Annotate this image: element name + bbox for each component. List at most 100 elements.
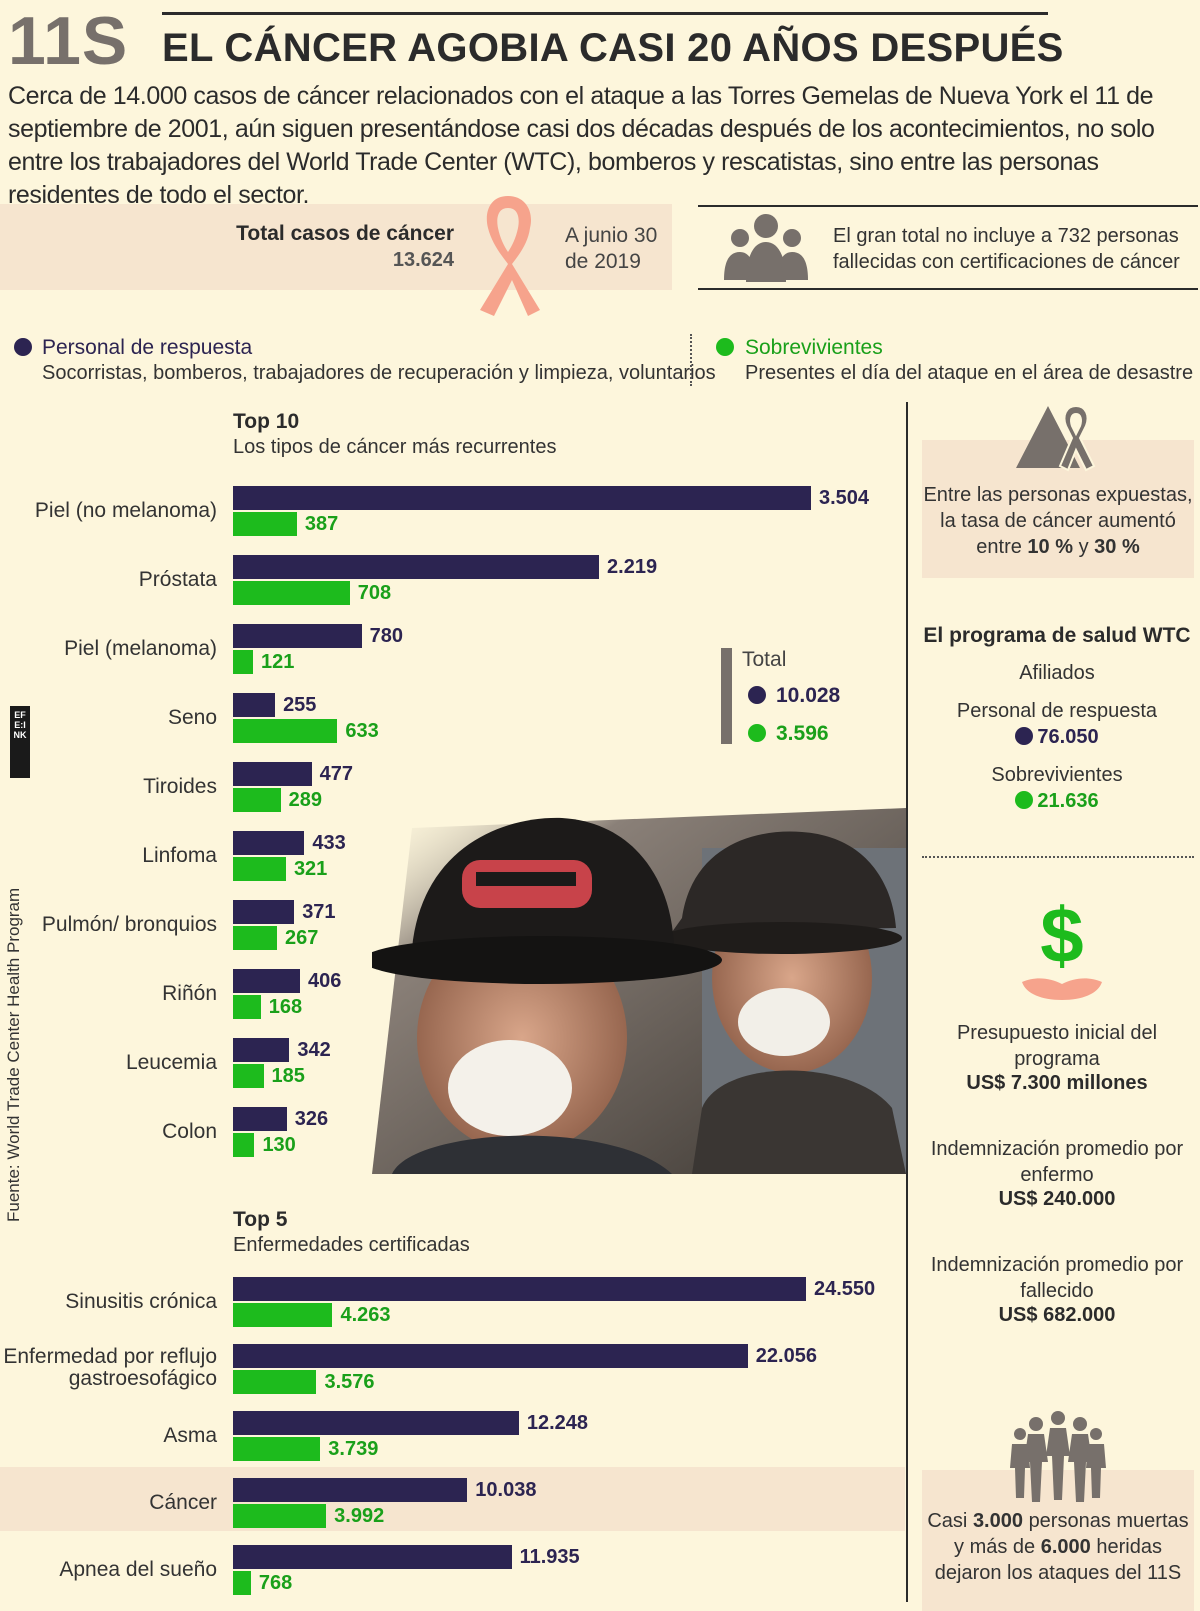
category-label: Próstata <box>138 568 217 591</box>
sidebar-divider <box>906 402 908 1602</box>
legend-survivors-desc: Presentes el día del ataque en el área d… <box>745 362 1194 384</box>
value-label-responders: 11.935 <box>519 1546 580 1568</box>
victims-hurt: 6.000 <box>1040 1536 1091 1558</box>
totals-survivors-dot <box>748 724 766 742</box>
logo-text: EFE:INK <box>13 710 27 740</box>
program-responders-label: Personal de respuesta <box>956 700 1158 722</box>
bar-survivors <box>233 995 261 1019</box>
program-survivors-label: Sobrevivientes <box>991 764 1123 786</box>
value-label-responders: 477 <box>319 763 354 785</box>
program-survivors-value: 21.636 <box>1037 790 1099 812</box>
value-label-survivors: 4.263 <box>340 1304 391 1326</box>
value-label-responders: 406 <box>307 970 342 992</box>
program-title: El programa de salud WTC <box>923 624 1191 647</box>
program-responders-value: 76.050 <box>1037 726 1099 748</box>
value-label-responders: 3.504 <box>819 487 870 509</box>
category-label: Pulmón/ bronquios <box>41 913 217 936</box>
category-label: Piel (no melanoma) <box>34 499 217 522</box>
bar-responders <box>233 1038 290 1062</box>
bar-responders <box>233 831 305 855</box>
firefighters-photo <box>372 808 906 1174</box>
value-label-survivors: 321 <box>293 858 328 880</box>
bar-responders <box>233 1411 519 1435</box>
bar-survivors <box>233 1133 255 1157</box>
rate-mid: y <box>1078 536 1089 558</box>
budget-value: US$ 7.300 millones <box>966 1072 1148 1094</box>
program-responders-dot <box>1015 727 1034 745</box>
legend-survivors-title: Sobrevivientes <box>745 336 883 359</box>
bar-survivors <box>233 1504 327 1528</box>
value-label-responders: 433 <box>312 832 346 854</box>
warning-ribbon-icon <box>1016 404 1096 472</box>
category-label: Asma <box>163 1424 217 1447</box>
bar-responders <box>233 762 312 786</box>
bar-survivors <box>233 581 350 605</box>
value-label-responders: 2.219 <box>607 556 658 578</box>
value-label-responders: 10.038 <box>475 1479 537 1501</box>
category-label: Apnea del sueño <box>59 1558 217 1581</box>
header-rule <box>162 12 1048 15</box>
ribbon-icon <box>480 196 540 316</box>
value-label-survivors: 185 <box>271 1065 305 1087</box>
category-label: Piel (melanoma) <box>64 637 217 660</box>
value-label-responders: 326 <box>294 1108 329 1130</box>
value-label-survivors: 3.992 <box>334 1505 385 1527</box>
bar-responders <box>233 1478 468 1502</box>
svg-text:$: $ <box>1040 896 1083 979</box>
total-note: El gran total no incluye a 732 personas … <box>833 225 1180 273</box>
value-label-responders: 342 <box>297 1039 331 1061</box>
value-label-responders: 371 <box>302 901 336 923</box>
dollar-hand-icon: $ <box>1022 896 1102 1000</box>
header-tag: 11S <box>8 3 129 79</box>
value-label-responders: 780 <box>369 625 404 647</box>
victims-mid: personas muertas y más de <box>954 1510 1189 1558</box>
category-label: Cáncer <box>149 1491 217 1514</box>
legend-separator <box>690 334 692 386</box>
program-survivors-dot <box>1015 791 1034 809</box>
top10-title: Top 10 <box>233 410 300 433</box>
program-survivors: 21.636 <box>914 790 1200 813</box>
bar-survivors <box>233 512 297 536</box>
bar-responders <box>233 486 811 510</box>
top10-subtitle: Los tipos de cáncer más recurrentes <box>233 436 557 458</box>
victims-pre: Casi <box>927 1510 968 1532</box>
category-label: Leucemia <box>125 1051 217 1074</box>
bar-responders <box>233 555 600 579</box>
totals-responders-dot <box>748 686 766 704</box>
value-label-survivors: 267 <box>285 927 319 949</box>
compensation-dead-value: US$ 682.000 <box>998 1304 1116 1326</box>
bar-responders <box>233 969 300 993</box>
category-label: Seno <box>167 706 217 729</box>
bar-survivors <box>233 1437 321 1461</box>
bar-responders <box>233 1344 748 1368</box>
bar-responders <box>233 1107 287 1131</box>
victims-post: heridas dejaron los ataques del 11S <box>934 1536 1182 1584</box>
value-label-survivors: 168 <box>268 996 303 1018</box>
category-label: Colon <box>162 1120 217 1143</box>
category-label: Linfoma <box>142 844 217 867</box>
legend-responders-title: Personal de respuesta <box>42 336 253 359</box>
bar-survivors <box>233 1303 333 1327</box>
legend-responders-dot <box>14 338 32 356</box>
value-label-survivors: 708 <box>357 582 392 604</box>
source-note: Fuente: World Trade Center Health Progra… <box>4 887 23 1222</box>
date-line-1: A junio 30 <box>565 224 658 247</box>
value-label-survivors: 768 <box>258 1572 293 1594</box>
page-title: EL CÁNCER AGOBIA CASI 20 AÑOS DESPUÉS <box>162 26 1064 70</box>
category-label: Enfermedad por reflujo gastroesofágico <box>3 1345 217 1390</box>
value-label-responders: 22.056 <box>755 1345 817 1367</box>
totals-bar <box>721 648 732 744</box>
legend-survivors-dot <box>716 338 734 356</box>
rate-text: Entre las personas expuestas, la tasa de… <box>922 482 1194 560</box>
category-label: Sinusitis crónica <box>65 1290 217 1313</box>
bar-responders <box>233 624 362 648</box>
crowd-icon <box>1010 1411 1106 1502</box>
value-label-survivors: 121 <box>260 651 295 673</box>
bar-responders <box>233 1277 806 1301</box>
value-label-survivors: 387 <box>304 513 339 535</box>
rate-high: 30 % <box>1094 536 1140 558</box>
value-label-responders: 255 <box>283 694 317 716</box>
bar-responders <box>233 693 276 717</box>
category-label: Riñón <box>162 982 217 1005</box>
legend-responders-desc: Socorristas, bomberos, trabajadores de r… <box>42 362 716 384</box>
